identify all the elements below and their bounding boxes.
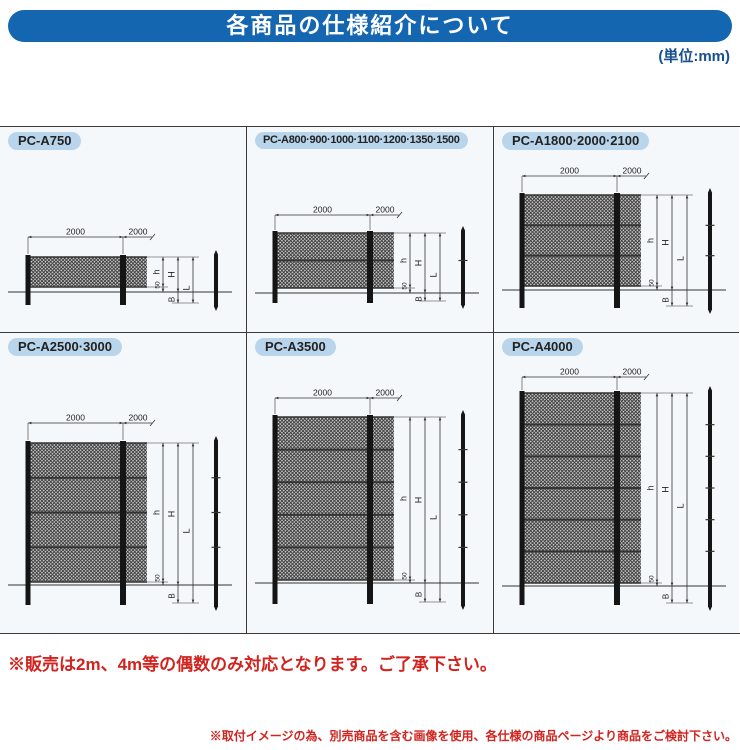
svg-text:B: B bbox=[415, 296, 424, 301]
svg-text:2000: 2000 bbox=[129, 227, 148, 237]
svg-text:L: L bbox=[676, 256, 686, 261]
fence-diagram: 2000 2000 h 50 H B L bbox=[255, 387, 479, 610]
fence-diagram: 2000 2000 h 50 H B L bbox=[502, 166, 726, 314]
product-label: PC-A4000 bbox=[502, 337, 583, 356]
spec-page: { "header": { "title": "各商品の仕様紹介について", "… bbox=[0, 10, 740, 750]
svg-text:2000: 2000 bbox=[623, 366, 642, 376]
svg-text:B: B bbox=[662, 297, 671, 302]
svg-text:H: H bbox=[661, 486, 671, 493]
svg-text:L: L bbox=[429, 272, 439, 277]
product-label: PC-A3500 bbox=[255, 337, 336, 356]
product-label: PC-A2500·3000 bbox=[8, 337, 122, 356]
svg-text:2000: 2000 bbox=[313, 387, 332, 397]
product-label: PC-A800·900·1000·1100·1200·1350·1500 bbox=[255, 132, 468, 149]
spec-panel-pc-a800-1500: PC-A800·900·1000·1100·1200·1350·1500 200… bbox=[247, 127, 494, 333]
svg-text:h: h bbox=[399, 495, 409, 500]
spec-panel-pc-a4000: PC-A4000 2000 2000 h 50 H B L bbox=[494, 332, 739, 633]
svg-text:50: 50 bbox=[402, 572, 409, 580]
note-sales: ※販売は2m、4m等の偶数のみ対応となります。ご了承下さい。 bbox=[8, 654, 497, 674]
unit-note: (単位:mm) bbox=[658, 48, 730, 65]
svg-text:B: B bbox=[168, 593, 177, 598]
product-label: PC-A750 bbox=[8, 132, 82, 150]
svg-text:50: 50 bbox=[155, 281, 162, 289]
svg-text:2000: 2000 bbox=[560, 366, 579, 376]
svg-text:L: L bbox=[676, 503, 686, 508]
svg-text:2000: 2000 bbox=[376, 387, 395, 397]
svg-text:H: H bbox=[167, 271, 177, 278]
svg-text:B: B bbox=[168, 297, 177, 302]
fence-diagram: 2000 2000 h 50 H B L bbox=[8, 412, 232, 611]
svg-text:L: L bbox=[429, 514, 439, 519]
spec-panel-pc-a2500-3000: PC-A2500·3000 2000 2000 h 50 H B L bbox=[0, 332, 247, 633]
svg-text:h: h bbox=[399, 258, 409, 263]
svg-text:50: 50 bbox=[649, 279, 656, 287]
svg-text:L: L bbox=[182, 528, 192, 533]
svg-text:h: h bbox=[646, 485, 656, 490]
product-label: PC-A1800·2000·2100 bbox=[502, 132, 650, 150]
svg-text:B: B bbox=[415, 591, 424, 596]
spec-panel-pc-a1800-2100: PC-A1800·2000·2100 2000 2000 h 50 H B L bbox=[494, 127, 739, 333]
svg-text:B: B bbox=[662, 593, 671, 598]
svg-text:50: 50 bbox=[402, 282, 409, 290]
svg-text:H: H bbox=[414, 496, 424, 503]
svg-text:50: 50 bbox=[155, 574, 162, 582]
svg-text:H: H bbox=[167, 510, 177, 517]
svg-text:50: 50 bbox=[649, 575, 656, 583]
page-title-bar: 各商品の仕様紹介について bbox=[8, 10, 732, 42]
fence-diagram: 2000 2000 h 50 H B L bbox=[8, 227, 232, 311]
spec-panel-pc-a750: PC-A750 2000 2000 h 50 H B L bbox=[0, 127, 247, 333]
svg-text:2000: 2000 bbox=[66, 227, 85, 237]
svg-text:2000: 2000 bbox=[313, 205, 332, 215]
page-title: 各商品の仕様紹介について bbox=[226, 13, 514, 38]
svg-text:h: h bbox=[152, 269, 162, 274]
fence-diagram: 2000 2000 h 50 H B L bbox=[255, 205, 479, 309]
note-image: ※取付イメージの為、別売商品を含む画像を使用、各仕様の商品ページより商品をご検討… bbox=[209, 729, 737, 743]
spec-grid: PC-A750 2000 2000 h 50 H B L PC-A800·900·1000·… bbox=[0, 126, 740, 634]
svg-text:L: L bbox=[182, 285, 192, 290]
svg-text:2000: 2000 bbox=[376, 205, 395, 215]
svg-text:H: H bbox=[661, 239, 671, 246]
svg-text:h: h bbox=[646, 238, 656, 243]
fence-diagram: 2000 2000 h 50 H B L bbox=[502, 366, 726, 611]
svg-text:2000: 2000 bbox=[129, 412, 148, 422]
svg-text:2000: 2000 bbox=[560, 166, 579, 176]
svg-text:2000: 2000 bbox=[66, 412, 85, 422]
svg-text:H: H bbox=[414, 260, 424, 267]
svg-text:h: h bbox=[152, 509, 162, 514]
spec-panel-pc-a3500: PC-A3500 2000 2000 h 50 H B L bbox=[247, 332, 494, 633]
svg-text:2000: 2000 bbox=[623, 166, 642, 176]
